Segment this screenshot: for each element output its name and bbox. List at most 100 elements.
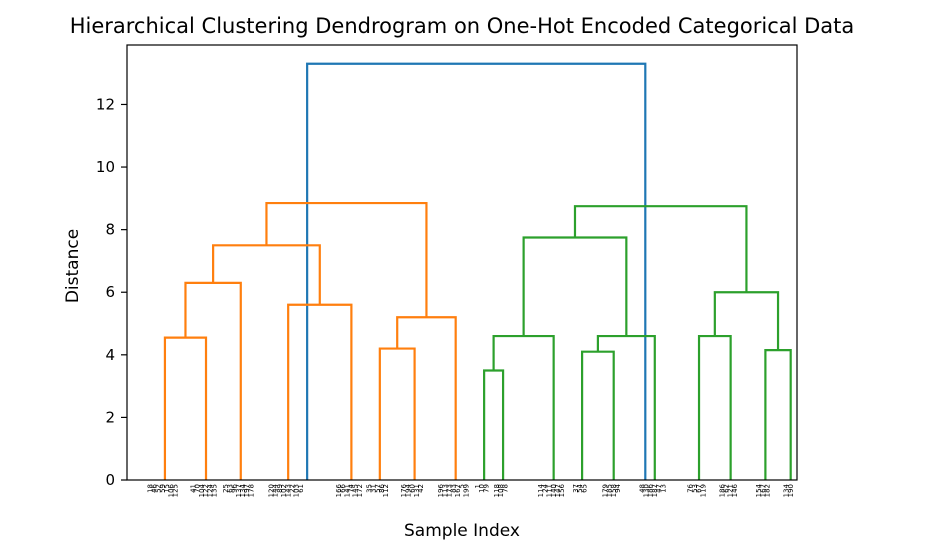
leaf-label-17-0: 134: [783, 483, 791, 497]
link-cluster1-3: [287, 303, 353, 480]
leaf-label-5-2: 57: [374, 484, 382, 493]
link-cluster2-12: [522, 236, 628, 337]
leaf-label-13-4: 47: [655, 484, 663, 493]
y-tick-label-12: 12: [96, 95, 115, 113]
leaf-label-7-0: 196: [437, 483, 445, 497]
leaf-label-0-4: 15: [163, 484, 171, 493]
leaf-label-3-1: 144: [272, 483, 280, 497]
leaf-label-6-1: 194: [404, 483, 412, 497]
leaf-label-5-0: 35: [365, 484, 373, 493]
leaf-label-4-5: 172: [356, 484, 364, 497]
leaf-label-11-1: 54: [576, 483, 584, 492]
leaf-label-4-4: 145: [352, 484, 360, 497]
link-cluster1-7: [265, 201, 428, 318]
link-cluster2-10: [580, 350, 615, 480]
leaf-label-3-2: 89: [276, 484, 284, 493]
leaf-label-3-0: 120: [267, 484, 275, 497]
leaf-label-7-3: 83: [450, 484, 458, 493]
leaf-label-14-2: 67: [695, 484, 703, 493]
leaf-label-16-1: 167: [759, 484, 767, 497]
leaf-label-2-2: 96: [231, 483, 239, 492]
leaf-label-11-0: 37: [572, 484, 580, 493]
dendrogram-links: [163, 62, 792, 480]
leaf-label-1-0: 41: [190, 484, 198, 493]
leaf-label-10-4: 147: [554, 484, 562, 497]
leaf-label-7-5: 5: [458, 484, 466, 488]
leaf-label-13-3: 187: [651, 484, 659, 497]
link-cluster1-6: [396, 316, 457, 480]
leaf-label-2-6: 178: [247, 484, 255, 497]
leaf-label-3-6: 103: [293, 484, 301, 497]
leaf-label-13-2: 186: [647, 483, 655, 497]
leaf-label-2-1: 63: [226, 484, 234, 493]
leaf-label-0-3: 59: [159, 484, 167, 493]
leaf-label-6-3: 131: [413, 484, 421, 497]
link-cluster2-13: [697, 334, 732, 480]
leaf-label-15-0: 186: [718, 483, 726, 497]
y-axis-label: Distance: [63, 229, 83, 303]
leaf-label-10-2: 111: [546, 484, 554, 497]
y-tick-label-0: 0: [105, 471, 115, 489]
link-root-0: [306, 62, 647, 480]
leaf-label-15-2: 121: [727, 484, 735, 497]
leaf-label-13-0: 48: [638, 484, 646, 493]
leaf-label-6-2: 60: [409, 484, 417, 493]
y-tick-label-10: 10: [96, 158, 115, 176]
leaf-label-1-3: 122: [202, 484, 210, 497]
leaf-label-3-5: 22: [288, 484, 296, 493]
leaf-label-16-2: 182: [764, 484, 772, 497]
leaf-label-3-4: 143: [284, 484, 292, 497]
leaf-label-7-2: 173: [445, 484, 453, 497]
leaf-label-1-5: 135: [211, 484, 219, 497]
leaf-label-15-3: 146: [731, 483, 739, 497]
leaf-label-1-4: 124: [206, 483, 214, 497]
leaf-label-9-2: 78: [501, 484, 509, 493]
leaf-label-10-3: 140: [550, 484, 558, 497]
leaf-label-4-0: 166: [335, 483, 343, 497]
plot-frame: [126, 44, 798, 481]
leaf-label-5-3: 86: [378, 483, 386, 492]
leaf-label-3-3: 102: [280, 484, 288, 497]
leaf-label-1-2: 104: [198, 483, 206, 497]
link-cluster2-8: [483, 369, 505, 480]
leaf-label-0-2: 52: [155, 484, 163, 493]
leaf-label-12-3: 94: [614, 483, 622, 492]
leaf-label-2-4: 134: [239, 483, 247, 497]
leaf-label-14-3: 119: [699, 484, 707, 497]
leaf-label-13-1: 130: [642, 484, 650, 497]
link-cluster2-14: [764, 349, 792, 480]
y-tick-label-6: 6: [105, 283, 115, 301]
leaf-label-14-1: 53: [691, 484, 699, 493]
y-tick-label-2: 2: [105, 408, 115, 426]
leaf-label-16-0: 154: [755, 483, 763, 497]
leaf-label-7-6: 199: [462, 484, 470, 497]
leaf-label-7-1: 113: [441, 484, 449, 497]
leaf-label-14-0: 76: [687, 483, 695, 492]
leaf-label-10-0: 114: [537, 483, 545, 497]
chart-title: Hierarchical Clustering Dendrogram on On…: [70, 14, 855, 38]
leaf-label-12-1: 185: [606, 484, 614, 497]
y-axis: 0 2 4 6 8 10 12: [96, 95, 127, 489]
leaf-label-9-0: 118: [493, 484, 501, 497]
leaf-label-5-4: 112: [382, 484, 390, 497]
leaf-label-2-0: 25: [222, 484, 230, 493]
link-cluster2-16: [573, 205, 748, 293]
leaf-label-17-1: 190: [787, 484, 795, 497]
leaf-label-10-1: 24: [541, 483, 549, 492]
leaf-label-9-1: 108: [497, 484, 505, 497]
leaf-label-12-2: 158: [610, 484, 618, 497]
leaf-label-4-1: 66: [339, 483, 347, 492]
link-cluster1-1: [163, 336, 208, 480]
leaf-label-8-1: 10: [478, 484, 486, 493]
leaf-label-0-5: 106: [167, 483, 175, 497]
leaf-label-4-3: 74: [347, 483, 355, 492]
leaf-label-1-1: 70: [194, 484, 202, 493]
leaf-label-15-1: 62: [723, 484, 731, 493]
link-cluster1-2: [184, 281, 242, 480]
link-cluster2-15: [713, 291, 780, 351]
leaf-label-11-2: 65: [580, 484, 588, 493]
link-cluster1-4: [212, 244, 321, 305]
leaf-label-0-6: 125: [172, 484, 180, 497]
